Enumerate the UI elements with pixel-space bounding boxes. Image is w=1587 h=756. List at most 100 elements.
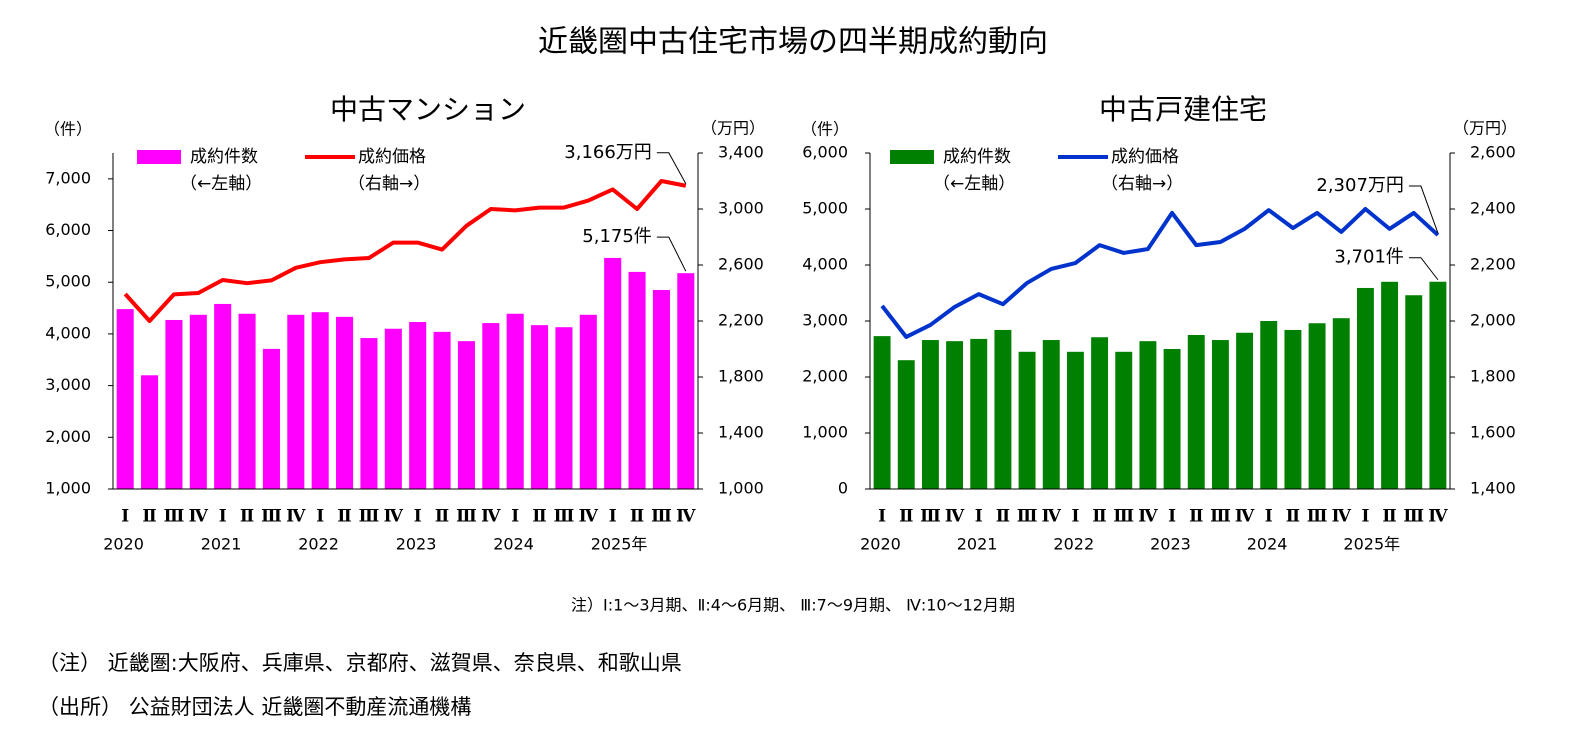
value-label: 5,175件 [582,226,652,247]
bar [1139,341,1157,489]
x-tick-label: Ⅳ [1332,507,1352,527]
bar [531,325,549,489]
bar [1260,321,1278,489]
x-tick-label: Ⅱ [240,507,254,527]
bar [1018,351,1036,489]
x-tick-label: Ⅰ [1168,507,1176,527]
bar [628,271,646,489]
x-tick-label: Ⅰ [316,507,324,527]
leader-line [1408,257,1439,281]
y-tick-label: 0 [838,479,848,498]
bar [116,309,134,489]
x-tick-label: Ⅱ [630,507,644,527]
x-tick-label: Ⅳ [1235,507,1255,527]
x-tick-label: Ⅲ [261,507,282,527]
bar [384,328,402,489]
x-tick-label: Ⅲ [1113,507,1134,527]
bar [897,360,915,489]
x-tick-label: Ⅳ [1428,507,1448,527]
bar [409,322,427,489]
value-label: 3,701件 [1334,247,1404,268]
y2-tick-label: 3,000 [718,199,764,218]
bar [482,323,500,489]
x-tick-label: Ⅲ [1403,507,1424,527]
x-tick-label: Ⅰ [1361,507,1369,527]
x-tick-label: Ⅲ [1210,507,1231,527]
bar [579,314,597,489]
bar [1236,332,1254,489]
y2-tick-label: 1,400 [718,423,764,442]
y2-axis-label: （万円） [701,119,765,138]
legend-note: （右軸→） [348,174,430,194]
y-axis-label: （件） [44,120,92,139]
bar [1115,351,1133,489]
year-label: 2024 [1247,535,1288,554]
bar [1187,335,1205,489]
y2-axis-label: （万円） [1453,119,1517,138]
bar [604,257,622,489]
x-tick-label: Ⅳ [579,507,599,527]
bar [506,313,524,489]
legend-swatch [890,150,934,164]
legend-note: （←左軸） [933,174,1015,194]
x-tick-label: Ⅳ [945,507,965,527]
legend-label: 成約価格 [1111,147,1179,167]
y-tick-label: 4,000 [45,323,91,342]
bar [1163,349,1181,489]
x-tick-label: Ⅲ [456,507,477,527]
y-tick-label: 1,000 [45,479,91,498]
bar [262,348,280,489]
x-tick-label: Ⅱ [899,507,913,527]
year-label: 2022 [298,535,339,554]
x-tick-label: Ⅰ [878,507,886,527]
x-tick-label: Ⅲ [554,507,575,527]
legend-swatch [137,150,181,164]
year-label: 2021 [957,535,998,554]
legend-label: 成約件数 [943,147,1011,167]
y2-tick-label: 1,800 [1470,367,1516,386]
bar [457,341,475,489]
x-tick-label: Ⅱ [1382,507,1396,527]
x-tick-label: Ⅳ [1138,507,1158,527]
y-tick-label: 2,000 [802,367,848,386]
y-tick-label: 4,000 [802,255,848,274]
y2-tick-label: 2,200 [718,311,764,330]
bar [141,375,159,489]
leader-line [1408,185,1439,234]
x-tick-label: Ⅲ [1017,507,1038,527]
value-label: 3,166万円 [564,142,652,163]
note: 注）Ⅰ:1～3月期、Ⅱ:4～6月期、 Ⅲ:7～9月期、 Ⅳ:10～12月期 [571,596,1015,615]
x-tick-label: Ⅳ [676,507,696,527]
bar [555,327,573,489]
value-label: 2,307万円 [1316,175,1404,196]
y2-tick-label: 3,400 [718,143,764,162]
x-tick-label: Ⅰ [219,507,227,527]
x-tick-label: Ⅰ [511,507,519,527]
year-label: 2022 [1053,535,1094,554]
bar [1091,337,1109,489]
y2-tick-label: 2,600 [718,255,764,274]
x-tick-label: Ⅰ [121,507,129,527]
x-tick-label: Ⅱ [1189,507,1203,527]
line [123,179,687,323]
year-label: 2025年 [1343,535,1400,554]
legend-label: 成約価格 [358,147,426,167]
x-tick-label: Ⅳ [286,507,306,527]
x-tick-label: Ⅱ [1286,507,1300,527]
bar [970,338,988,489]
x-tick-label: Ⅰ [414,507,422,527]
legend-note: （右軸→） [1101,174,1183,194]
y2-tick-label: 1,000 [718,479,764,498]
x-tick-label: Ⅲ [359,507,380,527]
x-tick-label: Ⅱ [996,507,1010,527]
y2-tick-label: 2,200 [1470,255,1516,274]
x-tick-label: Ⅰ [975,507,983,527]
legend-note: （←左軸） [180,174,262,194]
bar [165,319,183,489]
y-tick-label: 6,000 [802,143,848,162]
x-tick-label: Ⅰ [1265,507,1273,527]
x-tick-label: Ⅱ [435,507,449,527]
panel-title: 中古戸建住宅 [1099,93,1267,126]
footnote: （注） 近畿圏:大阪府、兵庫県、京都府、滋賀県、奈良県、和歌山県 [38,651,682,675]
bar [921,340,939,489]
